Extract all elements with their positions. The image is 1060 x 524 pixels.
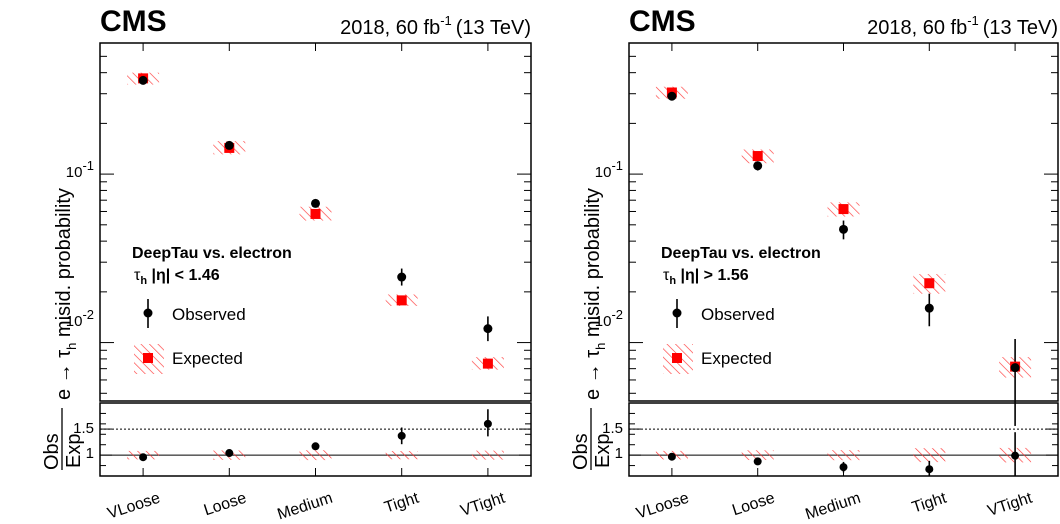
ratio-marker xyxy=(225,449,234,458)
x-category-labels: VLoose Loose Medium Tight VTight xyxy=(634,489,1035,523)
ratio-frame xyxy=(99,402,532,477)
experiment-label: CMS xyxy=(100,5,167,38)
main-plot: 10-2 10-1 e → τh misid. probability Deep… xyxy=(53,42,532,402)
annotation-region: τh |η| < 1.46 xyxy=(134,267,220,287)
plot-frame xyxy=(99,42,532,402)
observed-marker xyxy=(667,91,677,101)
x-category-label: VLoose xyxy=(105,490,162,523)
annotation-title: DeepTau vs. electron xyxy=(661,245,821,262)
chart-panel-left: CMS 2018, 60 fb-1 (13 TeV) 10-2 10-1 e → … xyxy=(41,5,532,523)
markers xyxy=(138,73,493,369)
y-tick-label-1e-2: 10-2 xyxy=(66,307,94,330)
main-plot: 10-2 10-1 e → τh misid. probability Deep… xyxy=(582,42,1059,426)
x-category-label: Loose xyxy=(202,490,249,520)
x-category-label: Medium xyxy=(803,490,862,524)
ratio-band xyxy=(471,450,504,460)
legend-observed-marker xyxy=(143,308,153,318)
y-tick-label-1e-1: 10-1 xyxy=(66,158,94,181)
y-axis-ticks xyxy=(100,55,531,394)
observed-marker xyxy=(483,324,493,334)
annotation-region: τh |η| > 1.56 xyxy=(663,267,749,287)
ratio-marker xyxy=(483,419,492,428)
observed-marker xyxy=(138,75,148,85)
observed-marker xyxy=(311,198,320,208)
ratio-marker xyxy=(139,453,148,462)
y-tick-label-1e-2: 10-2 xyxy=(595,307,623,330)
ratio-tick-label-1: 1 xyxy=(86,445,94,462)
ratio-tick-label-1: 1 xyxy=(615,445,623,462)
legend-expected-marker xyxy=(143,353,153,363)
ratio-plot: 1 1.5 Obs Exp VLoose Loose Medium Tight VTig… xyxy=(41,43,532,523)
x-category-label: Loose xyxy=(730,490,777,520)
y-tick-label-1e-1: 10-1 xyxy=(595,158,623,181)
ratio-marker xyxy=(667,452,676,461)
legend-expected-marker xyxy=(672,353,682,363)
x-category-label: Medium xyxy=(275,490,334,524)
ratio-band xyxy=(913,448,946,463)
y-axis-title: e → τh misid. probability xyxy=(53,188,79,400)
ratio-band xyxy=(385,451,418,460)
ratio-plot: 1 1.5 Obs Exp VLoose Loose Medium Tight VTig… xyxy=(570,43,1059,523)
ratio-y-title: Obs Exp xyxy=(41,408,85,470)
observed-marker xyxy=(924,303,934,313)
ratio-band xyxy=(299,450,332,461)
legend-expected-label: Expected xyxy=(172,349,243,368)
legend: Observed Expected xyxy=(663,299,775,374)
x-category-labels: VLoose Loose Medium Tight VTight xyxy=(105,489,507,523)
legend: Observed Expected xyxy=(134,299,246,374)
ratio-markers xyxy=(667,451,1020,474)
y-axis-ticks xyxy=(629,55,1058,394)
chart-panel-right: CMS 2018, 60 fb-1 (13 TeV) 10-2 10-1 e → … xyxy=(570,5,1059,523)
ratio-tick-label-1.5: 1.5 xyxy=(73,420,94,437)
expected-marker xyxy=(310,208,321,219)
ratio-marker xyxy=(1011,451,1020,460)
observed-marker xyxy=(397,272,407,282)
luminosity-label: 2018, 60 fb-1 (13 TeV) xyxy=(340,13,531,39)
x-category-label: Tight xyxy=(910,489,949,516)
ratio-band xyxy=(827,450,860,461)
expected-marker xyxy=(482,358,493,369)
legend-observed-label: Observed xyxy=(701,305,775,324)
x-category-label: VTight xyxy=(458,489,507,519)
y-axis-title: e → τh misid. probability xyxy=(582,188,608,400)
expected-marker xyxy=(752,151,763,162)
expected-marker xyxy=(924,278,935,289)
legend-observed-marker xyxy=(672,308,682,318)
expected-marker xyxy=(838,204,849,215)
ratio-y-title-num: Obs xyxy=(41,433,63,470)
observed-marker xyxy=(839,224,848,234)
ratio-y-title-den: Exp xyxy=(592,434,614,468)
ratio-y-title: Obs Exp xyxy=(570,408,614,470)
ratio-marker xyxy=(839,463,848,472)
x-category-label: VLoose xyxy=(634,490,691,523)
ratio-y-title-num: Obs xyxy=(570,433,592,470)
x-category-label: VTight xyxy=(986,489,1035,519)
markers xyxy=(666,87,1021,373)
ratio-marker xyxy=(925,465,934,474)
legend-expected-label: Expected xyxy=(701,349,772,368)
ratio-marker xyxy=(311,442,320,451)
ratio-band xyxy=(741,450,774,461)
observed-marker xyxy=(1010,363,1020,373)
ratio-marker xyxy=(753,457,762,466)
expected-marker xyxy=(396,295,407,306)
luminosity-label: 2018, 60 fb-1 (13 TeV) xyxy=(867,13,1058,39)
observed-marker xyxy=(753,161,763,171)
observed-marker xyxy=(224,140,234,150)
ratio-marker xyxy=(397,431,406,440)
experiment-label: CMS xyxy=(629,5,696,38)
ratio-tick-label-1.5: 1.5 xyxy=(602,420,623,437)
ratio-markers xyxy=(139,419,492,462)
expected-bands xyxy=(127,72,504,370)
annotation-title: DeepTau vs. electron xyxy=(132,245,292,262)
ratio-y-title-den: Exp xyxy=(63,434,85,468)
legend-observed-label: Observed xyxy=(172,305,246,324)
x-category-label: Tight xyxy=(382,489,421,516)
